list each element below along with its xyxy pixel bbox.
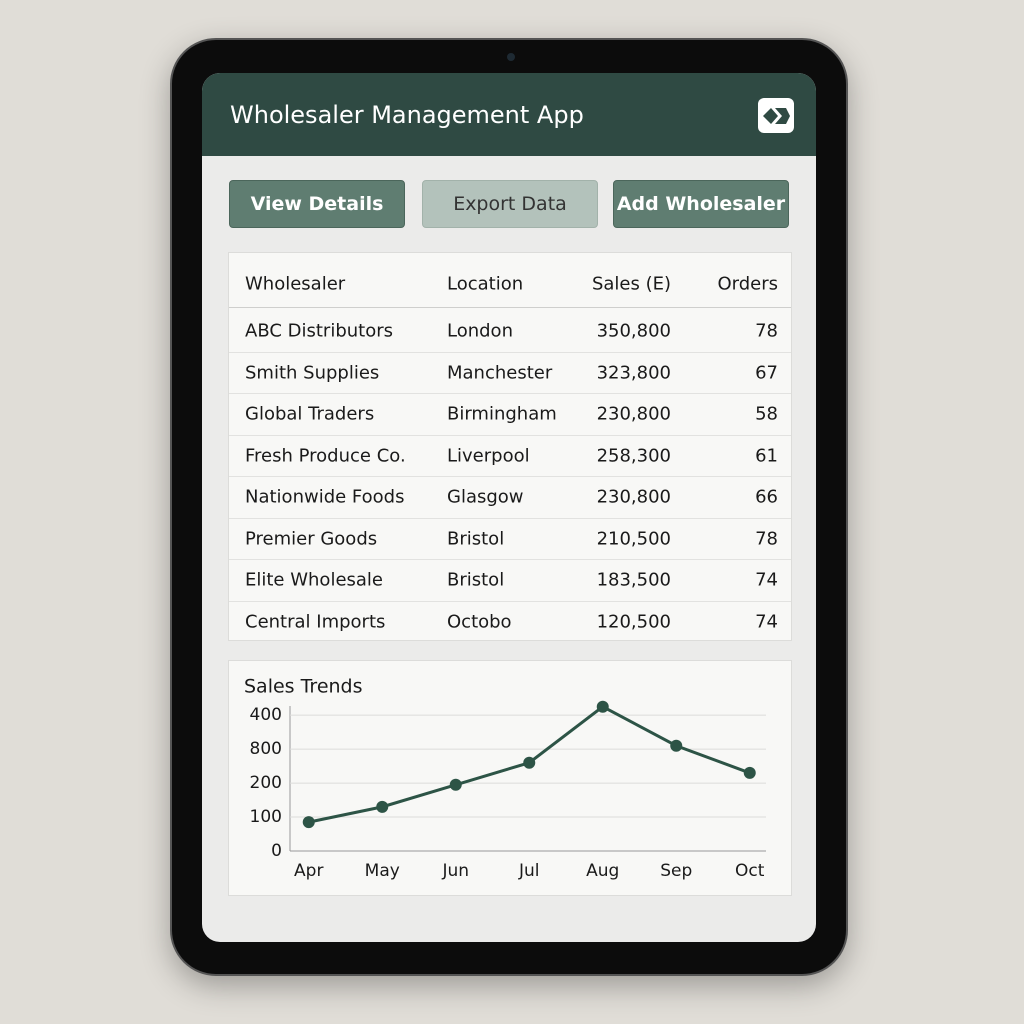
header-divider xyxy=(229,307,791,308)
table-cell: Global Traders xyxy=(245,403,375,425)
table-cell: Liverpool xyxy=(447,445,530,466)
table-cell: 230,800 xyxy=(596,403,671,425)
table-cell: Premier Goods xyxy=(245,528,378,549)
table-cell: Fresh Produce Co. xyxy=(245,445,406,466)
x-tick-label: Sep xyxy=(660,861,692,881)
table-cell: 61 xyxy=(755,445,778,466)
data-point xyxy=(302,816,315,829)
table-cell: 78 xyxy=(755,528,778,549)
data-point xyxy=(449,778,462,791)
x-tick-label: Jun xyxy=(441,861,469,881)
table-cell: Octobo xyxy=(447,611,512,632)
data-point xyxy=(376,800,389,813)
table-cell: 258,300 xyxy=(596,445,671,466)
table-cell: Bristol xyxy=(447,569,505,591)
data-point xyxy=(670,739,683,752)
row-divider xyxy=(229,393,791,394)
table-cell: ABC Distributors xyxy=(245,320,394,342)
chart-title: Sales Trends xyxy=(244,676,363,698)
table-cell: 66 xyxy=(755,486,778,508)
table-cell: Manchester xyxy=(447,362,553,383)
table-cell: Smith Supplies xyxy=(245,362,380,383)
column-header: Orders xyxy=(717,273,778,295)
app-icon[interactable] xyxy=(758,98,794,133)
icon-graphic xyxy=(763,108,790,124)
row-divider xyxy=(229,476,791,477)
table-cell: 78 xyxy=(755,320,778,342)
app-title: Wholesaler Management App xyxy=(230,101,584,129)
x-tick-label: Apr xyxy=(294,861,323,881)
column-header: Sales (E) xyxy=(591,273,671,295)
table-cell: Nationwide Foods xyxy=(245,486,405,508)
y-tick-label: 800 xyxy=(250,739,282,759)
table-cell: Bristol xyxy=(447,528,505,549)
table-cell: Elite Wholesale xyxy=(245,569,384,591)
table-cell: 323,800 xyxy=(596,362,671,383)
table-cell: 74 xyxy=(755,569,778,591)
row-divider xyxy=(229,559,791,560)
add-wholesaler-button[interactable]: Add Wholesaler xyxy=(613,180,789,228)
table-cell: 183,500 xyxy=(596,569,671,591)
table-cell: 120,500 xyxy=(596,611,671,632)
y-tick-label: 100 xyxy=(250,807,282,827)
row-divider xyxy=(229,351,791,353)
header: Wholesaler Management App xyxy=(202,73,816,156)
row-divider xyxy=(229,434,791,436)
y-tick-label: 200 xyxy=(250,773,282,793)
table-cell: London xyxy=(447,320,513,342)
y-tick-label: 400 xyxy=(250,705,282,725)
x-tick-label: Oct xyxy=(735,861,765,881)
data-point xyxy=(596,700,609,713)
camera xyxy=(507,53,515,61)
data-point xyxy=(743,766,756,779)
x-tick-label: Jul xyxy=(518,861,540,881)
table-cell: Central Imports xyxy=(245,611,386,632)
y-tick-label: 0 xyxy=(271,841,282,861)
view-details-button[interactable]: View Details xyxy=(229,180,405,228)
chart-card xyxy=(228,660,792,896)
row-divider xyxy=(229,600,791,602)
column-header: Wholesaler xyxy=(245,273,346,295)
table-cell: Birmingham xyxy=(447,403,557,425)
data-point xyxy=(523,756,536,769)
column-header: Location xyxy=(447,273,524,295)
table-cell: 230,800 xyxy=(596,486,671,508)
table-cell: 67 xyxy=(755,362,778,383)
x-tick-label: May xyxy=(365,861,400,881)
row-divider xyxy=(229,517,791,519)
table-cell: 74 xyxy=(755,611,778,632)
table: Wholesaler Location Sales (E) Orders ABC Dis… xyxy=(228,252,792,641)
table-cell: 58 xyxy=(755,403,778,425)
table-cell: 350,800 xyxy=(596,320,671,342)
table-cell: 210,500 xyxy=(596,528,671,549)
table-cell: Glasgow xyxy=(447,486,524,508)
x-tick-label: Aug xyxy=(586,861,619,881)
export-data-button[interactable]: Export Data xyxy=(422,180,598,228)
screen: Wholesaler Management App View Details E… xyxy=(202,73,816,942)
